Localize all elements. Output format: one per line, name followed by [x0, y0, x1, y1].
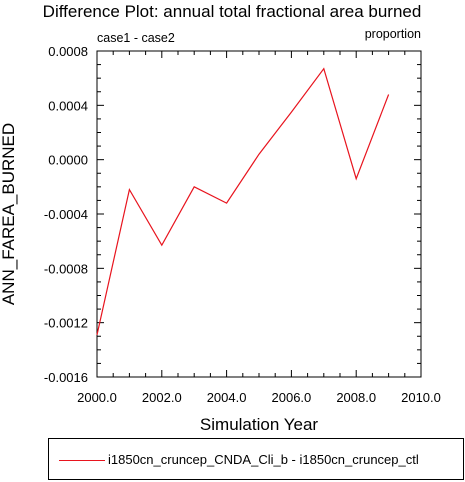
- x-tick-label: 2002.0: [142, 390, 182, 405]
- legend: i1850cn_cruncep_CNDA_Cli_b - i1850cn_cru…: [48, 438, 464, 480]
- axis-ticks: 2000.0 2002.0 2004.0 2006.0 2008.0 2010.0 -0.0…: [44, 44, 441, 405]
- y-tick-label: -0.0012: [44, 316, 88, 331]
- y-axis-title: ANN_FAREA_BURNED: [0, 123, 18, 305]
- legend-line-swatch: [59, 460, 105, 461]
- y-tick-label: 0.0008: [48, 44, 88, 59]
- series-lines: [96, 67, 390, 336]
- chart-subtitle-right: proportion: [365, 27, 421, 41]
- x-tick-label: 2006.0: [272, 390, 312, 405]
- y-tick-label: 0.0004: [48, 98, 88, 113]
- x-tick-label: 2000.0: [77, 390, 117, 405]
- chart-subtitle-left: case1 - case2: [97, 31, 175, 45]
- chart-title: Difference Plot: annual total fractional…: [43, 2, 422, 21]
- series-line: [96, 67, 390, 336]
- x-tick-label: 2004.0: [207, 390, 247, 405]
- x-axis-title: Simulation Year: [200, 415, 318, 434]
- y-tick-label: 0.0000: [48, 153, 88, 168]
- y-tick-label: -0.0004: [44, 207, 88, 222]
- x-tick-label: 2010.0: [401, 390, 441, 405]
- x-tick-label: 2008.0: [336, 390, 376, 405]
- legend-label: i1850cn_cruncep_CNDA_Cli_b - i1850cn_cru…: [108, 452, 419, 467]
- y-tick-label: -0.0008: [44, 261, 88, 276]
- plot-frame: [96, 50, 422, 378]
- y-tick-label: -0.0016: [44, 370, 88, 385]
